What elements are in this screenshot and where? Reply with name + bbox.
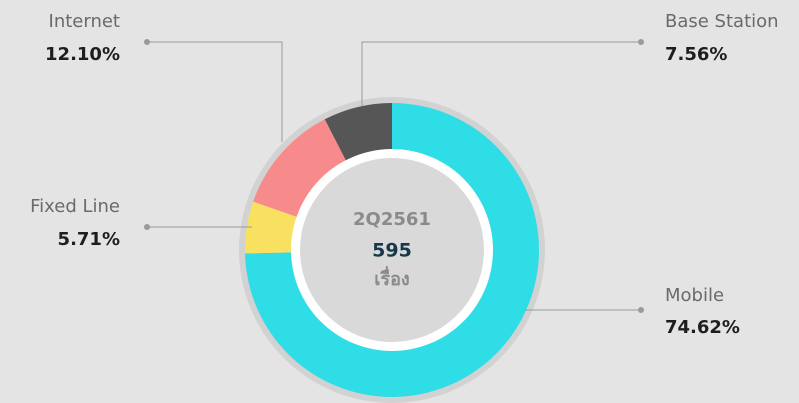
label-name: Internet [49,11,120,32]
leader-dot [638,307,644,313]
label-value: 74.62% [665,317,740,338]
slice [324,103,392,162]
center-title: 2Q2561 [353,209,431,230]
label-name: Base Station [665,11,779,32]
label-value: 5.71% [58,229,120,250]
label-name: Fixed Line [30,196,120,217]
leader-dot [144,39,150,45]
center-unit: เรื่อง [374,266,409,290]
slice [245,103,539,397]
leader-dot [144,224,150,230]
leader-line [361,41,641,106]
center-value: 595 [372,240,412,262]
label-value: 7.56% [665,44,727,65]
slice [245,201,298,254]
slice [253,119,347,218]
inner-disc [300,158,484,342]
label-value: 12.10% [45,44,120,65]
label-name: Mobile [665,285,724,306]
leader-dot [638,39,644,45]
slices [245,103,539,397]
leader-line [147,41,283,142]
